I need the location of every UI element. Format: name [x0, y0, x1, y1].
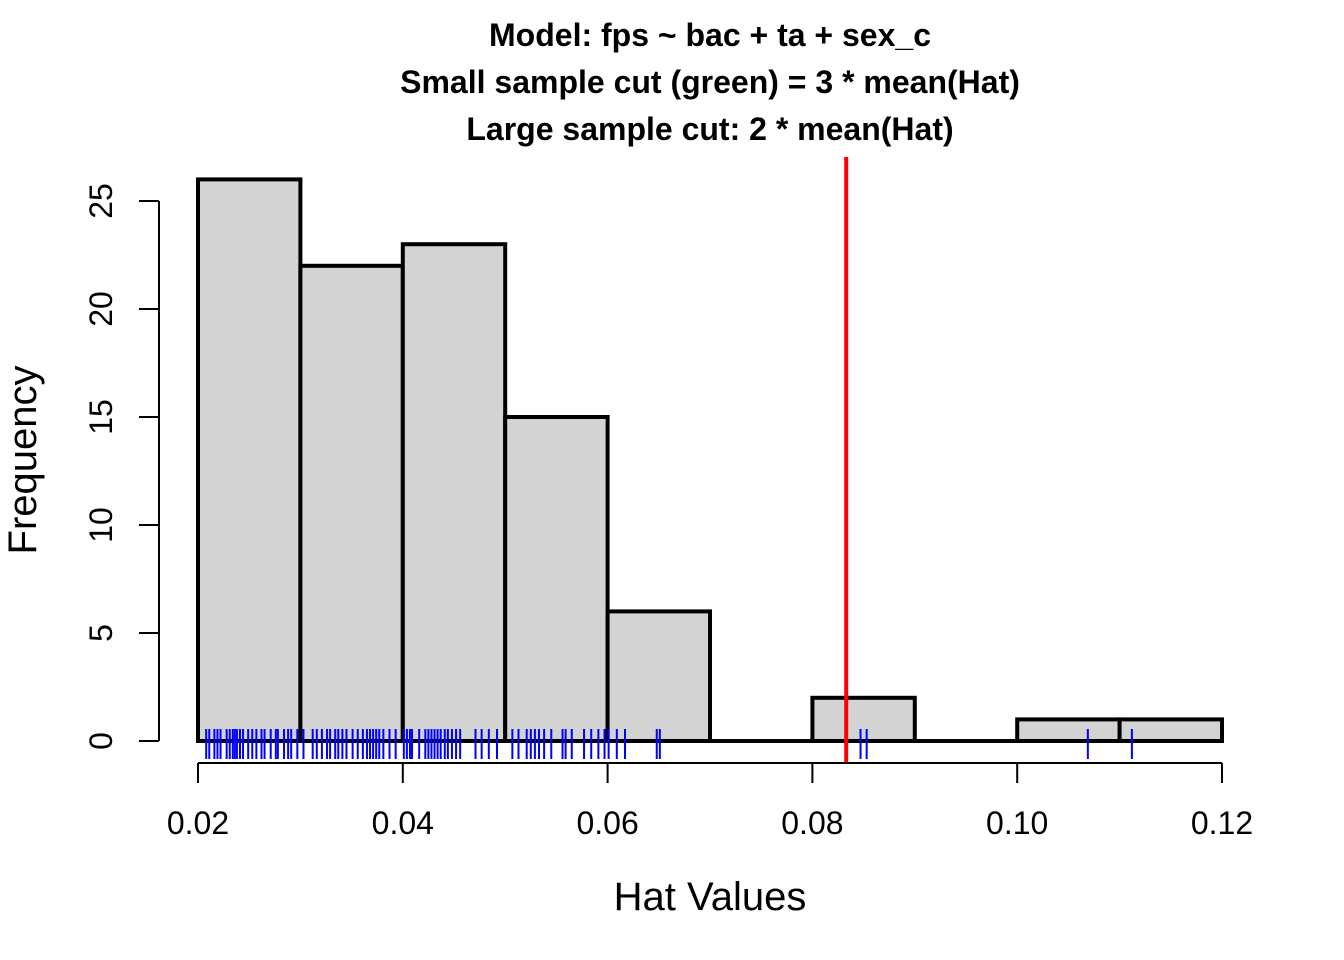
histogram-bars — [196, 177, 1224, 744]
histogram-bar-4 — [605, 609, 712, 744]
y-axis-title: Frequency — [1, 366, 45, 555]
title-line-1: Model: fps ~ bac + ta + sex_c — [489, 17, 931, 53]
title-line-3: Large sample cut: 2 * mean(Hat) — [466, 111, 953, 147]
chart-title: Model: fps ~ bac + ta + sex_c Small samp… — [400, 17, 1020, 147]
histogram-bar-3 — [503, 415, 610, 743]
x-tick-label-2: 0.06 — [576, 805, 638, 841]
histogram-bar-0 — [196, 177, 303, 743]
y-tick-label-4: 20 — [83, 291, 119, 327]
histogram-bar-9 — [1117, 717, 1224, 744]
x-tick-label-1: 0.04 — [372, 805, 434, 841]
y-tick-label-3: 15 — [83, 399, 119, 435]
histogram-bar-6 — [810, 695, 917, 743]
x-tick-label-3: 0.08 — [781, 805, 843, 841]
histogram-bar-2 — [400, 242, 508, 743]
x-tick-label-5: 0.12 — [1191, 805, 1253, 841]
histogram-bar-8 — [1015, 717, 1122, 744]
x-axis-title: Hat Values — [614, 875, 807, 919]
x-axis: 0.02 0.04 0.06 0.08 0.10 0.12 — [167, 762, 1253, 841]
x-tick-label-0: 0.02 — [167, 805, 229, 841]
y-tick-label-2: 10 — [83, 507, 119, 543]
title-line-2: Small sample cut (green) = 3 * mean(Hat) — [400, 64, 1020, 100]
rug-marks — [205, 729, 1133, 759]
histogram-bar-1 — [298, 263, 405, 743]
y-axis: 0 5 10 15 20 25 — [83, 183, 160, 750]
y-tick-label-1: 5 — [83, 624, 119, 642]
y-tick-label-0: 0 — [83, 732, 119, 750]
y-tick-label-5: 25 — [83, 183, 119, 219]
x-tick-label-4: 0.10 — [986, 805, 1048, 841]
